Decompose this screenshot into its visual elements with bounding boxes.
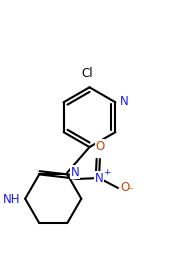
Text: O: O (95, 140, 105, 153)
Text: +: + (104, 168, 111, 177)
Text: O: O (120, 182, 130, 194)
Text: N: N (95, 171, 103, 184)
Text: N: N (120, 95, 129, 108)
Text: Cl: Cl (82, 67, 93, 80)
Text: NH: NH (3, 193, 21, 206)
Text: N: N (70, 166, 79, 179)
Text: ⁻: ⁻ (127, 186, 133, 196)
